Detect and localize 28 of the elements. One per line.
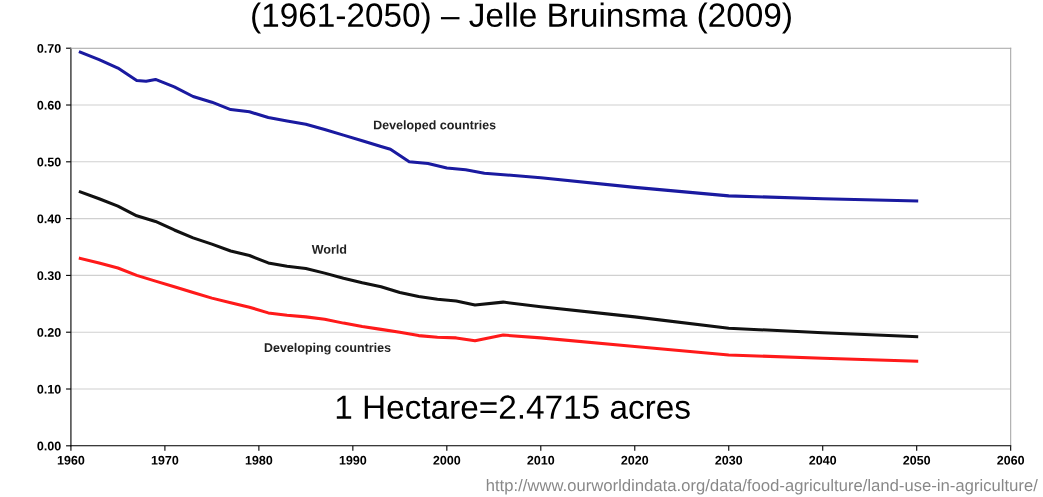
y-tick-label: 0.70	[37, 44, 61, 53]
x-tick-label: 1960	[57, 455, 85, 465]
y-tick-label: 0.30	[37, 271, 61, 281]
x-tick-label: 2000	[433, 455, 461, 465]
text: http://www.ourworldindata.org/data/food-agriculture/land-use-in-agriculture/	[486, 478, 1038, 495]
y-tick-label: 0.10	[37, 384, 61, 394]
x-tick-label: 1980	[245, 455, 273, 465]
x-tick-label: 2030	[715, 455, 743, 465]
y-tick-label: 0.60	[37, 100, 61, 110]
series-label: World	[311, 244, 347, 254]
series-label: Developing countries	[264, 342, 391, 355]
y-tick-label: 0.20	[37, 328, 61, 337]
line-series	[78, 50, 919, 203]
x-tick-label: 1970	[151, 455, 179, 465]
x-tick-label: 2020	[621, 455, 649, 465]
y-tick-label: 0.00	[37, 441, 61, 451]
y-tick-label: 0.50	[37, 157, 61, 167]
y-tick-label: 0.40	[37, 214, 61, 224]
line-series	[78, 256, 919, 363]
x-tick-label: 2050	[903, 455, 931, 465]
x-tick-label: 2040	[809, 455, 837, 465]
x-tick-label: 1990	[339, 455, 367, 465]
line-series	[78, 190, 919, 339]
x-tick-label: 2060	[997, 455, 1025, 465]
x-tick-label: 2010	[527, 455, 555, 465]
series-label: Developed countries	[373, 120, 496, 132]
annotation: 1 Hectare=2.4715 acres	[336, 395, 690, 419]
chart-title: (1961-2050) – Jelle Bruinsma (2009)	[252, 2, 791, 34]
